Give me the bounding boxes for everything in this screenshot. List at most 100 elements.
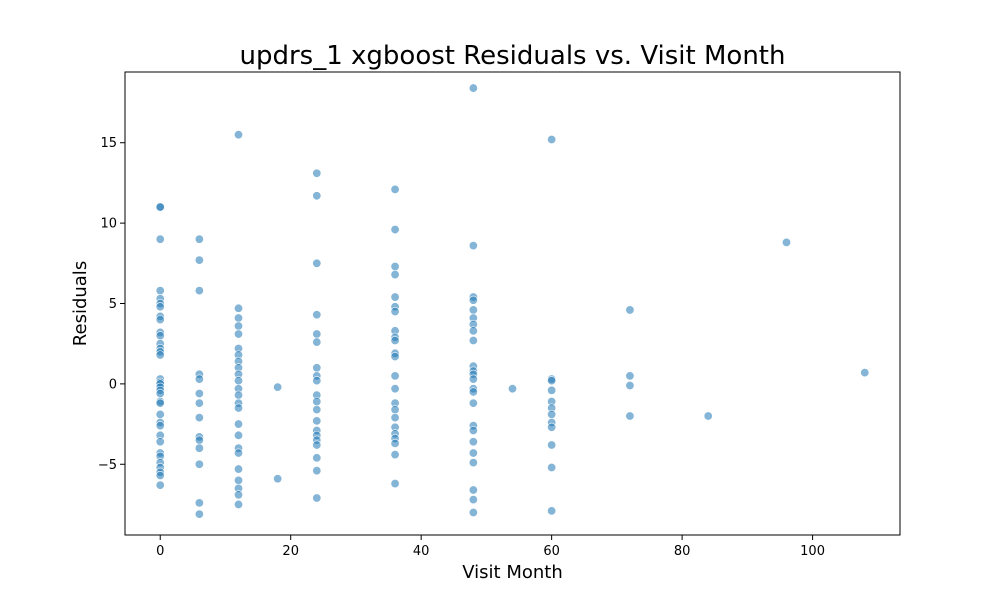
data-point (234, 419, 244, 429)
data-point (547, 506, 557, 516)
data-point (155, 286, 165, 296)
y-tick-label: 5 (109, 297, 117, 312)
data-point (234, 499, 244, 509)
data-point (234, 475, 244, 485)
data-point (390, 479, 400, 489)
data-point (234, 130, 244, 140)
data-point (155, 234, 165, 244)
data-point (468, 241, 478, 251)
data-point (155, 480, 165, 490)
data-point (194, 255, 204, 265)
data-point (155, 331, 165, 341)
data-point (468, 295, 478, 305)
x-tick-label: 20 (282, 544, 299, 559)
data-point (273, 382, 283, 392)
data-point (625, 371, 635, 381)
y-tick-label: 10 (100, 217, 117, 232)
data-point (312, 363, 322, 373)
data-point (703, 411, 713, 421)
data-point (194, 459, 204, 469)
data-point (273, 474, 283, 484)
data-point (390, 262, 400, 272)
data-point (625, 380, 635, 390)
data-point (194, 509, 204, 519)
data-point (547, 135, 557, 145)
data-point (468, 335, 478, 345)
data-point (194, 435, 204, 445)
data-point (468, 387, 478, 397)
data-point (155, 350, 165, 360)
y-axis-label: Residuals (70, 261, 91, 346)
data-point (781, 237, 791, 247)
data-point (625, 411, 635, 421)
data-point (155, 421, 165, 431)
data-point (155, 437, 165, 447)
data-point (468, 305, 478, 315)
data-point (234, 376, 244, 386)
data-point (155, 202, 165, 212)
data-point (234, 490, 244, 500)
x-tick-label: 0 (156, 544, 164, 559)
data-point (234, 448, 244, 458)
data-point (468, 398, 478, 408)
data-point (468, 458, 478, 468)
chart-title: updrs_1 xgboost Residuals vs. Visit Mont… (240, 41, 786, 71)
y-tick-label: −5 (98, 458, 117, 473)
data-point (234, 313, 244, 323)
y-axis-ticks: −5 0 5 10 15 (98, 136, 125, 473)
data-point (312, 191, 322, 201)
data-point (390, 450, 400, 460)
data-point (390, 371, 400, 381)
data-point (155, 409, 165, 419)
data-point (312, 310, 322, 320)
data-point (468, 83, 478, 93)
data-point (390, 225, 400, 235)
data-point (155, 398, 165, 408)
data-point (194, 234, 204, 244)
data-point (234, 303, 244, 313)
data-point (860, 368, 870, 378)
data-point (312, 440, 322, 450)
data-point (547, 422, 557, 432)
data-point (468, 326, 478, 336)
data-point (468, 374, 478, 384)
data-point (468, 485, 478, 495)
data-point (194, 374, 204, 384)
data-point (390, 438, 400, 448)
data-point (312, 493, 322, 503)
data-point (390, 270, 400, 280)
data-point (547, 440, 557, 450)
data-point (194, 443, 204, 453)
data-point (390, 307, 400, 317)
y-tick-label: 0 (109, 377, 117, 392)
data-point (312, 405, 322, 415)
data-point (155, 302, 165, 312)
x-axis-label: Visit Month (462, 562, 563, 583)
data-point (390, 352, 400, 362)
data-point (468, 426, 478, 436)
y-tick-label: 15 (100, 136, 117, 151)
data-point (312, 337, 322, 347)
data-point (155, 315, 165, 325)
data-point (234, 403, 244, 413)
data-point (234, 329, 244, 339)
data-point (312, 376, 322, 386)
data-point (547, 385, 557, 395)
data-point (547, 462, 557, 472)
x-tick-label: 40 (413, 544, 430, 559)
data-point (547, 409, 557, 419)
data-point (312, 466, 322, 476)
data-point (194, 398, 204, 408)
data-point (312, 416, 322, 426)
data-point (194, 389, 204, 399)
data-point (155, 471, 165, 481)
data-point (390, 335, 400, 345)
data-point (468, 495, 478, 505)
data-point (234, 464, 244, 474)
data-point (312, 329, 322, 339)
data-point (155, 389, 165, 399)
data-point (390, 413, 400, 423)
data-point (625, 305, 635, 315)
data-point (390, 384, 400, 394)
